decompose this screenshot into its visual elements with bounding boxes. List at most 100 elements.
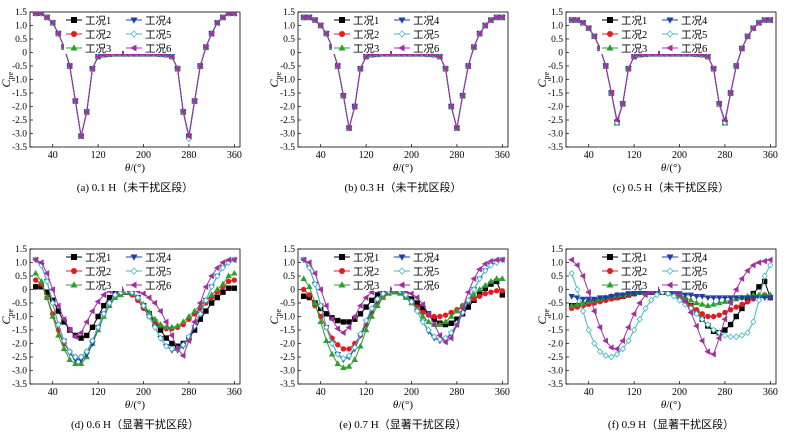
data-point [750,295,757,302]
data-point [431,333,438,341]
data-point [49,299,56,307]
data-point [151,315,159,322]
data-point [134,294,141,301]
legend-marker [338,31,346,37]
data-point [447,103,454,110]
data-point [101,303,107,309]
panel-caption: (c) 0.5 H（未干扰区段） [613,180,729,194]
data-point [471,296,477,302]
data-point [715,334,722,342]
legend-entry: 工况3 [332,42,390,55]
legend-bg [600,14,658,26]
data-point [625,337,632,345]
data-point [88,307,95,315]
data-point [738,275,745,282]
y-tick-label: -2.5 [12,116,27,126]
y-tick-label: -3.0 [12,130,27,140]
data-point [464,288,471,296]
legend-label: 工况4 [413,252,440,264]
data-point [214,286,221,292]
data-point [733,313,739,320]
data-point [710,326,717,334]
x-axis-label-unit: /(°) [398,399,413,411]
legend-entry: 工况2 [64,28,122,41]
y-tick-label: -2.0 [548,340,563,350]
data-point [699,315,706,323]
data-point [231,277,238,283]
y-tick-label: -3.0 [280,130,295,140]
legend-label: 工况4 [145,15,172,27]
data-point [317,318,324,325]
data-point [608,294,615,300]
y-tick-label: -2.0 [548,103,563,113]
y-axis-label: Cpe [535,71,551,87]
data-point [568,302,575,308]
x-axis-label-unit: /(°) [666,162,681,174]
x-tick-label: 200 [404,387,419,398]
y-tick-label: -3.5 [12,143,27,153]
data-point [306,292,313,298]
data-point [476,275,483,283]
legend-bg [64,251,122,263]
data-point [425,318,432,325]
data-point [168,332,175,339]
x-tick-label: 280 [449,150,464,161]
legend-label: 工况3 [353,280,379,292]
data-point [727,299,733,307]
data-point [436,332,443,339]
y-tick-label: 1.5 [283,245,295,255]
data-point [607,344,614,351]
data-point [380,290,387,297]
legend-entry: 工况1 [600,251,658,264]
data-point [225,12,231,17]
data-point [168,53,175,60]
data-point [573,16,580,24]
y-tick-label: -3.0 [12,367,27,377]
data-point [214,272,221,280]
data-point [625,291,632,298]
data-point [744,298,751,305]
data-point [43,270,50,277]
data-point [738,45,745,52]
data-point [368,313,375,319]
legend-label: 工况5 [413,266,439,278]
x-axis-label-main: θ [125,399,131,411]
data-point [306,283,313,290]
y-tick-label: -1.0 [280,76,295,86]
x-axis-label: θ/(°) [661,399,682,411]
legend-marker [666,254,674,261]
data-point [78,335,84,341]
data-point [761,295,768,302]
data-point [334,360,341,366]
legend-bg [392,28,450,40]
data-point [448,313,455,319]
legend-label: 工况1 [85,15,111,27]
data-point [72,360,79,366]
legend-entry: 工况5 [392,28,450,41]
y-axis-label-sub: pe [542,308,551,316]
data-point [311,16,318,24]
legend-entry: 工况2 [600,265,658,278]
x-tick-label: 360 [495,150,510,161]
data-point [300,256,306,264]
data-point [169,340,175,347]
legend-label: 工况6 [413,43,439,55]
legend-marker [398,30,406,38]
x-tick-label: 40 [48,387,58,398]
legend-label: 工况6 [145,280,171,292]
y-tick-label: -1.0 [548,76,563,86]
legend-marker [70,281,78,288]
legend-label: 工况2 [353,266,379,278]
data-point [453,124,460,132]
y-tick-label: -1.0 [548,313,563,323]
data-point [32,277,39,283]
data-point [77,132,84,140]
legend-entry: 工况3 [600,279,658,292]
data-point [202,283,209,291]
legend-marker [666,17,674,24]
y-tick-label: -1.5 [12,326,27,336]
data-point [608,353,615,361]
legend-label: 工况3 [621,280,647,292]
data-point [636,315,643,323]
legend-bg [124,279,182,291]
